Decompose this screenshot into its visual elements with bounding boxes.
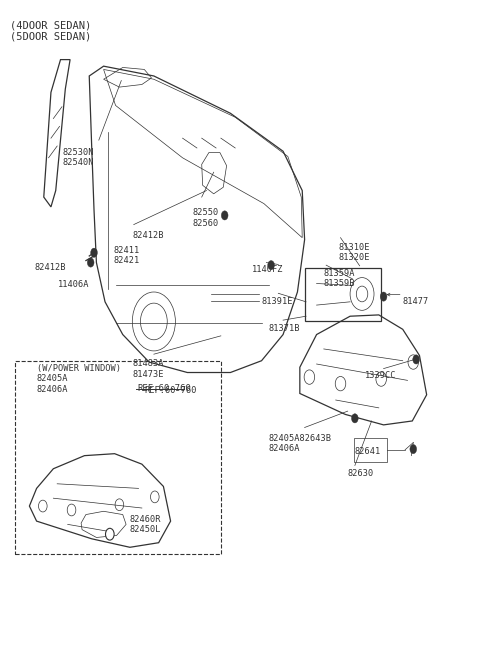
- Text: 81391E: 81391E: [262, 297, 293, 306]
- Circle shape: [410, 445, 417, 454]
- Text: (4DOOR SEDAN)
(5DOOR SEDAN): (4DOOR SEDAN) (5DOOR SEDAN): [10, 20, 92, 42]
- Text: REF.60-760: REF.60-760: [144, 386, 197, 395]
- Text: 82550
82560: 82550 82560: [192, 208, 218, 228]
- Text: 81310E
81320E: 81310E 81320E: [338, 243, 370, 262]
- Bar: [354, 438, 387, 462]
- Circle shape: [380, 292, 387, 301]
- Circle shape: [413, 355, 420, 364]
- Text: 1140FZ: 1140FZ: [252, 265, 284, 274]
- Circle shape: [351, 414, 358, 423]
- Text: 82530N
82540N: 82530N 82540N: [63, 148, 95, 167]
- Text: (W/POWER WINDOW)
82405A
82406A: (W/POWER WINDOW) 82405A 82406A: [36, 364, 120, 394]
- Text: 81477: 81477: [403, 297, 429, 306]
- Text: 11406A: 11406A: [58, 280, 90, 289]
- Circle shape: [87, 258, 94, 267]
- Text: 82412B: 82412B: [132, 231, 164, 240]
- Circle shape: [268, 260, 275, 270]
- Bar: [15, 361, 221, 554]
- Text: 1339CC: 1339CC: [364, 371, 396, 380]
- Text: 81371B: 81371B: [269, 324, 300, 333]
- Text: 81483A
81473E: 81483A 81473E: [132, 359, 164, 379]
- Text: 82630: 82630: [348, 469, 374, 478]
- Circle shape: [221, 211, 228, 220]
- Text: REF.60-760: REF.60-760: [137, 384, 191, 393]
- Bar: [305, 268, 381, 321]
- Text: 82412B: 82412B: [34, 262, 66, 272]
- Text: 82405A82643B
82406A: 82405A82643B 82406A: [269, 434, 332, 453]
- Text: 82460R
82450L: 82460R 82450L: [130, 514, 161, 534]
- Text: 81359A
81359B: 81359A 81359B: [324, 269, 355, 289]
- Circle shape: [106, 528, 114, 540]
- Text: 82641: 82641: [355, 447, 381, 456]
- Circle shape: [91, 248, 97, 257]
- Text: 82411
82421: 82411 82421: [113, 245, 139, 265]
